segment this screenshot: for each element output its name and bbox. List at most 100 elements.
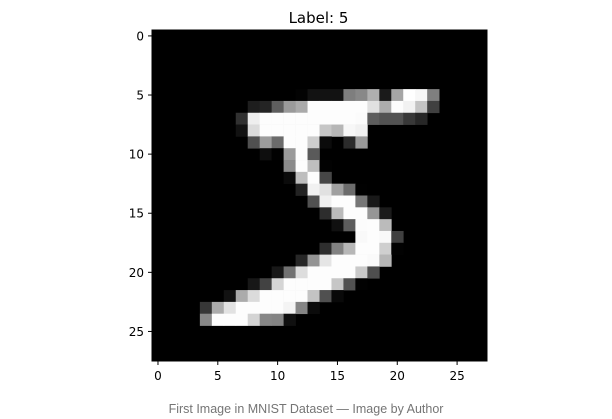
pixel-cell <box>223 290 237 303</box>
pixel-cell <box>331 112 344 125</box>
pixel-cell <box>343 136 356 149</box>
pixel-cell <box>427 89 440 102</box>
pixel-cell <box>235 290 249 303</box>
pixel-cell <box>307 160 320 173</box>
pixel-cell <box>367 254 380 267</box>
pixel-cell <box>343 254 356 267</box>
pixel-cell <box>295 136 308 149</box>
pixel-cell <box>307 254 320 267</box>
pixel-cell <box>379 207 392 220</box>
pixel-cell <box>283 290 296 303</box>
pixel-cell <box>259 136 272 149</box>
pixel-cell <box>331 266 344 279</box>
pixel-cell <box>295 160 308 173</box>
y-tick-label: 20 <box>129 266 144 280</box>
pixel-cell <box>283 266 296 279</box>
pixel-cell <box>355 112 368 125</box>
pixel-cell <box>367 207 380 220</box>
pixel-cell <box>307 112 320 125</box>
pixel-cell <box>319 254 332 267</box>
pixel-cell <box>307 266 320 279</box>
pixel-cell <box>271 100 284 114</box>
pixel-cell <box>271 301 284 315</box>
pixel-cell <box>295 89 308 102</box>
pixel-cell <box>319 89 332 102</box>
pixel-cell <box>307 136 320 149</box>
pixel-cell <box>343 124 356 137</box>
pixel-cell <box>259 278 272 291</box>
x-tick-label: 20 <box>390 369 405 383</box>
pixel-cell <box>283 100 296 114</box>
pixel-cell <box>295 278 308 291</box>
x-tick-label: 5 <box>214 369 222 383</box>
pixel-cell <box>211 313 225 326</box>
pixel-cell <box>319 171 332 185</box>
pixel-cell <box>343 219 356 232</box>
pixel-cell <box>247 301 261 315</box>
pixel-cell <box>271 290 284 303</box>
y-tick-label: 25 <box>129 325 144 339</box>
pixel-cell <box>247 313 261 326</box>
pixel-cell <box>283 136 296 149</box>
pixel-cell <box>319 124 332 137</box>
pixel-cell <box>331 89 344 102</box>
pixel-cell <box>355 124 368 137</box>
pixel-cell <box>391 230 404 244</box>
pixel-cell <box>319 242 332 255</box>
pixel-cell <box>367 219 380 232</box>
pixel-cell <box>379 100 392 114</box>
mnist-digit-figure: Label: 5 0 5 10 15 20 25 0 5 10 15 20 25 <box>129 9 488 383</box>
pixel-cell <box>283 301 296 315</box>
x-tick-label: 15 <box>330 369 345 383</box>
pixel-cell <box>295 100 308 114</box>
pixel-cell <box>307 183 320 196</box>
pixel-cell <box>367 230 380 244</box>
pixel-cell <box>379 219 392 232</box>
pixel-cell <box>403 112 416 125</box>
pixel-cell <box>319 195 332 208</box>
pixel-cell <box>307 171 320 185</box>
pixel-cell <box>295 148 308 161</box>
pixel-cell <box>379 242 392 255</box>
pixel-cell <box>235 124 249 137</box>
pixel-cell <box>331 219 344 232</box>
pixel-cell <box>343 266 356 279</box>
pixel-cell <box>355 242 368 255</box>
pixel-cell <box>343 89 356 102</box>
pixel-cell <box>259 148 272 161</box>
pixel-cell <box>355 219 368 232</box>
pixel-cell <box>355 100 368 114</box>
pixel-cell <box>199 313 213 326</box>
pixel-cell <box>379 230 392 244</box>
pixel-cell <box>295 266 308 279</box>
pixel-cell <box>415 100 428 114</box>
pixel-cell <box>319 266 332 279</box>
y-tick-label: 10 <box>129 148 144 162</box>
pixel-cell <box>307 278 320 291</box>
pixel-cell <box>271 124 284 137</box>
pixel-cell <box>367 266 380 279</box>
pixel-cell <box>355 278 368 291</box>
pixel-cell <box>343 183 356 196</box>
pixel-cell <box>343 207 356 220</box>
pixel-cell <box>319 290 332 303</box>
pixel-cell <box>343 195 356 208</box>
pixel-cell <box>403 100 416 114</box>
pixel-cell <box>295 290 308 303</box>
pixel-cell <box>283 171 296 185</box>
pixel-cell <box>283 313 296 326</box>
pixel-cell <box>355 136 368 149</box>
pixel-cell <box>367 242 380 255</box>
pixel-cell <box>343 112 356 125</box>
pixel-cell <box>307 124 320 137</box>
pixel-cell <box>259 313 272 326</box>
pixel-cell <box>355 254 368 267</box>
pixel-cell <box>355 266 368 279</box>
pixel-cell <box>235 313 249 326</box>
x-tick-label: 10 <box>270 369 285 383</box>
pixel-cell <box>223 301 237 315</box>
pixel-cell <box>319 136 332 149</box>
pixel-cell <box>355 230 368 244</box>
pixel-cell <box>331 207 344 220</box>
pixel-cell <box>271 278 284 291</box>
